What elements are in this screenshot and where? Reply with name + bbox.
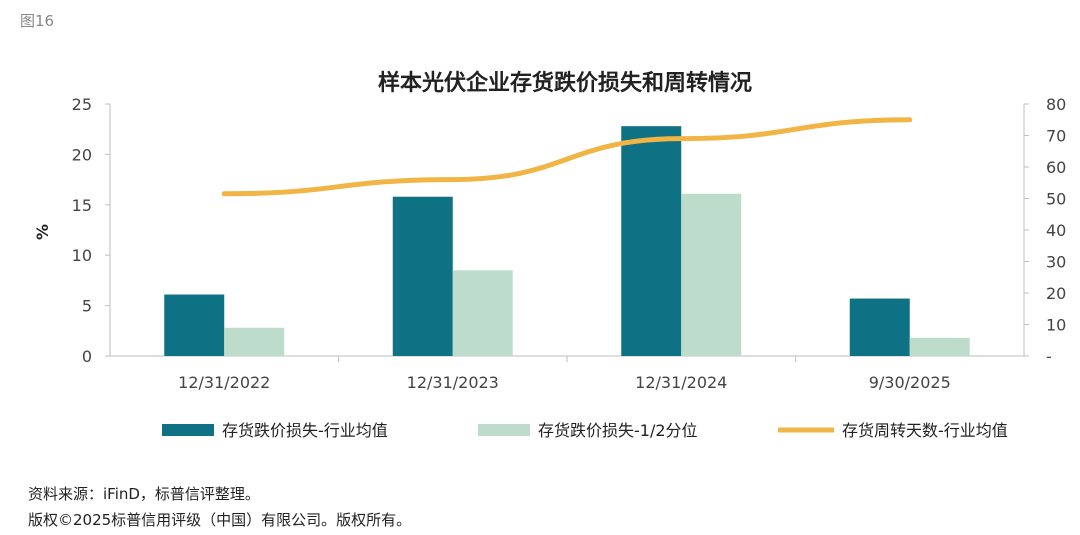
bar-median [681,193,742,356]
chart: 样本光伏企业存货跌价损失和周转情况 0 5 10 15 20 25 - 10 20 30 40 50 60… [33,70,1066,440]
x-tick-label: 12/31/2024 [635,373,727,392]
line-turnover-days [221,117,913,197]
x-tick-label: 12/31/2022 [178,373,270,392]
source-note: 资料来源：iFinD，标普信评整理。 [28,485,260,503]
y-tick-label: 5 [82,297,92,316]
y2-tick-label: 20 [1046,284,1066,303]
bar-median [909,337,970,356]
y-tick-label: 0 [82,347,92,366]
y2-tick-label: 60 [1046,158,1066,177]
y2-tick-label: 70 [1046,127,1066,146]
chart-title: 样本光伏企业存货跌价损失和周转情况 [378,70,752,96]
y2-tick-label: 50 [1046,190,1066,209]
legend-swatch-median [478,424,530,436]
y-tick-label: 20 [72,145,92,164]
figure-label: 图16 [20,12,55,30]
bar-median [224,327,285,356]
y2-tick-label: 80 [1046,95,1066,114]
bar-median [452,270,513,356]
y-axis-label: % [33,224,52,240]
y-tick-label: 10 [72,246,92,265]
y2-tick-label: 30 [1046,253,1066,272]
y2-tick-label: 40 [1046,221,1066,240]
bar-industry-average [849,298,910,356]
y-tick-label: 25 [72,95,92,114]
legend-swatch-industry-average [162,424,214,436]
legend-label-industry-average: 存货跌价损失-行业均值 [222,421,388,440]
bar-industry-average [392,196,453,356]
legend-label-turnover-days: 存货周转天数-行业均值 [842,421,1008,440]
x-tick-label: 9/30/2025 [869,373,951,392]
x-tick-label: 12/31/2023 [407,373,499,392]
y-tick-label: 15 [72,196,92,215]
y2-tick-label: 10 [1046,316,1066,335]
legend-label-median: 存货跌价损失-1/2分位 [538,421,698,440]
bar-industry-average [164,294,225,356]
bar-industry-average [621,126,682,357]
copyright-note: 版权©2025标普信用评级（中国）有限公司。版权所有。 [28,511,412,529]
y2-tick-label: - [1046,347,1052,366]
